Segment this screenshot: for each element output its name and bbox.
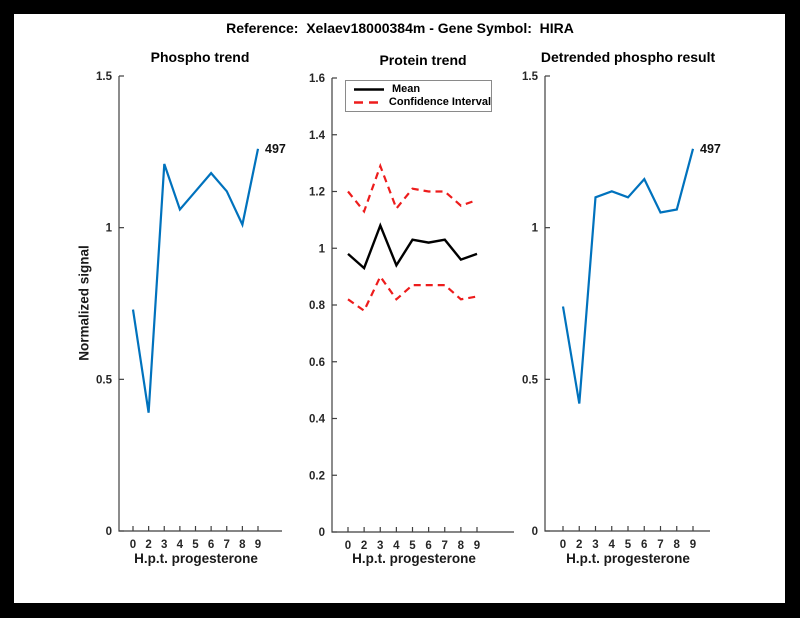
phospho-trend-x-tick-label: 8 [239,539,246,551]
protein-trend-y-tick-label: 0.4 [309,414,326,426]
protein-trend-x-tick-label: 3 [377,540,383,552]
protein-trend-y-tick-label: 0 [319,527,325,539]
protein-trend-series-mean [347,222,478,271]
detrended-phospho-y-tick-label: 0.5 [522,374,539,386]
protein-trend-x-tick-label: 7 [442,540,448,552]
phospho-trend-y-tick-label: 0 [106,526,112,538]
detrended-phospho-x-tick-label: 0 [560,539,566,551]
detrended-phospho-y-tick-label: 1.5 [522,71,539,83]
phospho-trend-x-tick-label: 6 [208,539,214,551]
protein-trend-x-tick-label: 0 [345,540,351,552]
protein-trend-y-tick-label: 1 [319,243,326,255]
detrended-phospho-x-tick-label: 5 [625,539,632,551]
protein-trend-series-confidence-interval-upper [347,162,478,214]
detrended-phospho-x-tick-label: 3 [592,539,598,551]
protein-trend-y-tick-label: 1.4 [309,130,326,142]
detrended-phospho-y-tick-label: 0 [532,526,538,538]
phospho-trend-x-tick-label: 9 [255,539,261,551]
detrended-phospho-axes [544,76,710,532]
figure-title: Reference: Xelaev18000384m - Gene Symbol… [226,20,574,36]
detrended-phospho-y-tick-label: 1 [532,223,539,235]
phospho-trend-x-tick-label: 7 [224,539,230,551]
protein-trend-x-tick-label: 6 [425,540,431,552]
legend-label-confidence-interval: Confidence Interval [388,96,491,109]
phospho-trend-x-tick-label: 0 [130,539,136,551]
phospho-trend-series-phospho-signal [131,148,260,413]
detrended-phospho-x-tick-label: 7 [657,539,663,551]
protein-x-axis-label: H.p.t. progesterone [352,551,476,566]
protein-trend-y-tick-label: 0.8 [309,300,326,312]
phospho-trend-x-tick-label: 2 [145,539,151,551]
legend-box: Mean Confidence Interval [345,80,492,112]
phospho-trend-end-label: 497 [265,142,286,156]
protein-trend-series-confidence-interval-lower [347,274,478,313]
detrended-x-axis-label: H.p.t. progesterone [566,551,690,566]
protein-trend-y-tick-label: 1.6 [309,73,325,85]
protein-trend-y-tick-label: 1.2 [309,187,325,199]
protein-trend-x-tick-label: 2 [361,540,367,552]
detrended-phospho-x-tick-label: 2 [576,539,582,551]
detrended-phospho-end-label: 497 [700,142,721,156]
legend-label-mean: Mean [392,82,421,95]
protein-trend-axes [331,78,514,533]
phospho-trend-x-tick-label: 3 [161,539,167,551]
protein-trend-x-tick-label: 4 [393,540,400,552]
phospho-trend-axes [118,76,282,532]
legend-row-confidence-interval: Confidence Interval [346,97,491,108]
phospho-trend-y-tick-label: 1.5 [96,71,113,83]
figure-canvas [14,14,785,603]
protein-trend-y-tick-label: 0.2 [309,470,325,482]
phospho-x-axis-label: H.p.t. progesterone [134,551,258,566]
detrended-phospho-series-detrended-phospho-signal [561,148,695,404]
detrended-phospho-x-tick-label: 9 [690,539,696,551]
phospho-trend-y-tick-label: 1 [106,223,113,235]
phospho-trend-y-tick-label: 0.5 [96,374,113,386]
detrended-phospho-x-tick-label: 6 [641,539,647,551]
detrended-phospho-x-tick-label: 4 [609,539,616,551]
protein-chart-title: Protein trend [379,52,467,68]
mean-line-swatch [354,87,384,91]
legend-row-mean: Mean [346,82,491,95]
detrended-chart-title: Detrended phospho result [540,49,716,65]
phospho-trend-x-tick-label: 5 [192,539,199,551]
protein-trend-x-tick-label: 9 [474,540,480,552]
protein-trend-x-tick-label: 5 [409,540,416,552]
protein-trend-x-tick-label: 8 [458,540,465,552]
phospho-chart-title: Phospho trend [150,49,250,65]
protein-trend-y-tick-label: 0.6 [309,357,325,369]
confidence-interval-swatch [354,101,382,105]
phospho-trend-x-tick-label: 4 [177,539,184,551]
detrended-phospho-x-tick-label: 8 [674,539,681,551]
